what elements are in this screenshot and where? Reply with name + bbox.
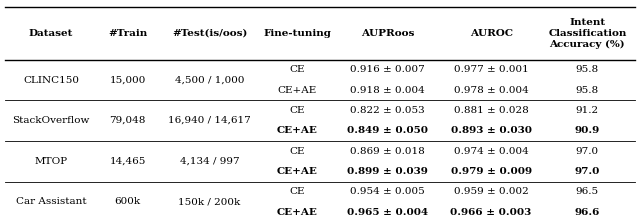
Text: AUPRoos: AUPRoos xyxy=(361,29,415,38)
Text: 97.0: 97.0 xyxy=(575,167,600,176)
Text: MTOP: MTOP xyxy=(35,157,68,166)
Text: CE+AE: CE+AE xyxy=(276,126,317,135)
Text: 4,500 / 1,000: 4,500 / 1,000 xyxy=(175,76,244,84)
Text: 0.966 ± 0.003: 0.966 ± 0.003 xyxy=(451,208,532,216)
Text: 91.2: 91.2 xyxy=(576,106,599,115)
Text: CE+AE: CE+AE xyxy=(276,208,317,216)
Text: 0.899 ± 0.039: 0.899 ± 0.039 xyxy=(348,167,428,176)
Text: AUROC: AUROC xyxy=(470,29,513,38)
Text: 95.8: 95.8 xyxy=(576,65,599,74)
Text: 0.979 ± 0.009: 0.979 ± 0.009 xyxy=(451,167,532,176)
Text: StackOverflow: StackOverflow xyxy=(12,116,90,125)
Text: 0.849 ± 0.050: 0.849 ± 0.050 xyxy=(348,126,428,135)
Text: 0.916 ± 0.007: 0.916 ± 0.007 xyxy=(350,65,425,74)
Text: 96.6: 96.6 xyxy=(575,208,600,216)
Text: CE: CE xyxy=(289,106,305,115)
Text: CE: CE xyxy=(289,65,305,74)
Text: 0.974 ± 0.004: 0.974 ± 0.004 xyxy=(454,147,529,156)
Text: 600k: 600k xyxy=(115,197,141,206)
Text: 15,000: 15,000 xyxy=(109,76,146,84)
Text: 0.977 ± 0.001: 0.977 ± 0.001 xyxy=(454,65,529,74)
Text: 95.8: 95.8 xyxy=(576,86,599,95)
Text: CE: CE xyxy=(289,147,305,156)
Text: 0.954 ± 0.005: 0.954 ± 0.005 xyxy=(350,187,425,196)
Text: CE: CE xyxy=(289,187,305,196)
Text: CE+AE: CE+AE xyxy=(276,167,317,176)
Text: 0.918 ± 0.004: 0.918 ± 0.004 xyxy=(350,86,425,95)
Text: 96.5: 96.5 xyxy=(576,187,599,196)
Text: CE+AE: CE+AE xyxy=(277,86,317,95)
Text: Intent
Classification
Accuracy (%): Intent Classification Accuracy (%) xyxy=(548,17,627,49)
Text: Car Assistant: Car Assistant xyxy=(16,197,86,206)
Text: 0.881 ± 0.028: 0.881 ± 0.028 xyxy=(454,106,529,115)
Text: 16,940 / 14,617: 16,940 / 14,617 xyxy=(168,116,251,125)
Text: 97.0: 97.0 xyxy=(576,147,599,156)
Text: 0.978 ± 0.004: 0.978 ± 0.004 xyxy=(454,86,529,95)
Text: 14,465: 14,465 xyxy=(109,157,146,166)
Text: 150k / 200k: 150k / 200k xyxy=(179,197,241,206)
Text: 79,048: 79,048 xyxy=(109,116,146,125)
Text: 90.9: 90.9 xyxy=(575,126,600,135)
Text: Fine-tuning: Fine-tuning xyxy=(263,29,331,38)
Text: #Test(is/oos): #Test(is/oos) xyxy=(172,29,247,38)
Text: 0.822 ± 0.053: 0.822 ± 0.053 xyxy=(350,106,425,115)
Text: 0.869 ± 0.018: 0.869 ± 0.018 xyxy=(350,147,425,156)
Text: 0.965 ± 0.004: 0.965 ± 0.004 xyxy=(348,208,428,216)
Text: 0.893 ± 0.030: 0.893 ± 0.030 xyxy=(451,126,532,135)
Text: 0.959 ± 0.002: 0.959 ± 0.002 xyxy=(454,187,529,196)
Text: CLINC150: CLINC150 xyxy=(23,76,79,84)
Text: 4,134 / 997: 4,134 / 997 xyxy=(180,157,239,166)
Text: #Train: #Train xyxy=(108,29,147,38)
Text: Dataset: Dataset xyxy=(29,29,73,38)
